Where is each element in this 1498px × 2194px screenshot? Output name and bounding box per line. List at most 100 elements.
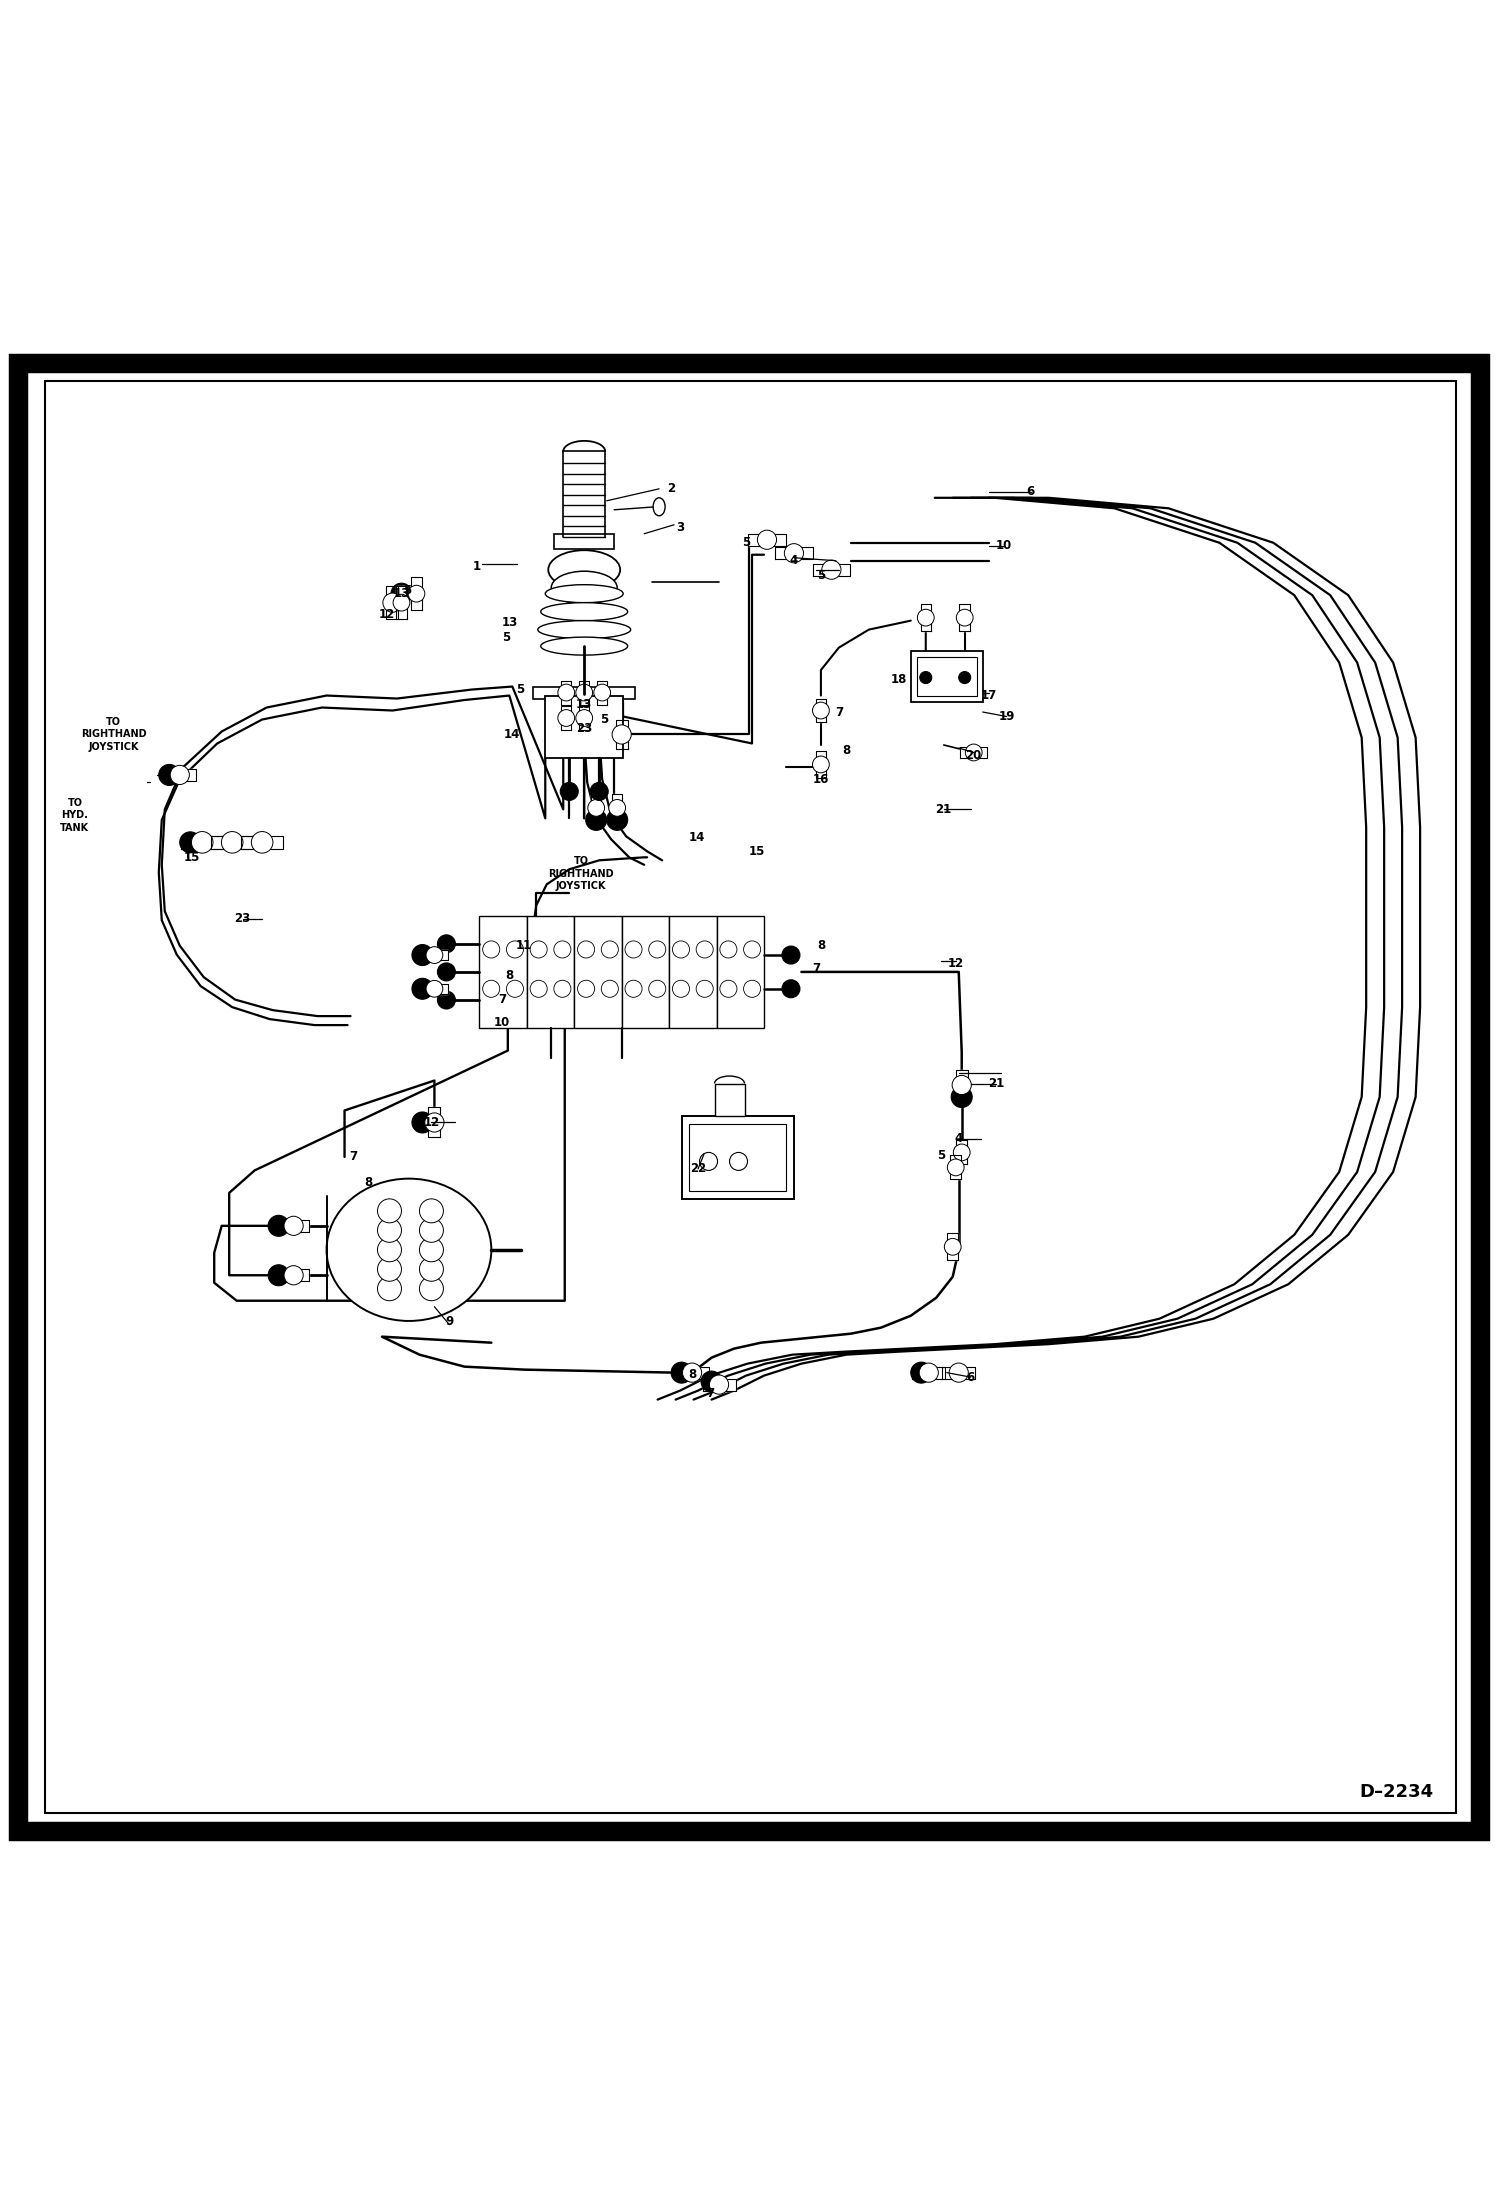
Polygon shape [211, 836, 253, 849]
Polygon shape [960, 603, 971, 632]
Text: 7: 7 [706, 1387, 715, 1400]
Polygon shape [560, 706, 571, 731]
Polygon shape [912, 1367, 945, 1378]
Text: 5: 5 [816, 568, 825, 581]
Polygon shape [578, 706, 590, 731]
Text: 7: 7 [349, 1150, 358, 1163]
Polygon shape [920, 603, 930, 632]
Text: 5: 5 [599, 713, 608, 726]
Ellipse shape [557, 709, 575, 726]
Bar [574, 915, 622, 1029]
Ellipse shape [920, 1362, 938, 1382]
Text: 17: 17 [981, 689, 996, 702]
Circle shape [673, 941, 689, 959]
Circle shape [377, 1218, 401, 1242]
Bar [682, 1117, 794, 1198]
Text: 7: 7 [497, 994, 506, 1007]
Ellipse shape [710, 1376, 728, 1393]
Circle shape [700, 1152, 718, 1169]
Circle shape [482, 981, 500, 998]
Bar [622, 915, 670, 1029]
Ellipse shape [545, 584, 623, 603]
Text: 8: 8 [688, 1367, 697, 1380]
Ellipse shape [425, 1112, 443, 1132]
Polygon shape [386, 586, 398, 619]
Circle shape [419, 1237, 443, 1262]
Text: 8: 8 [505, 970, 514, 983]
Polygon shape [279, 1270, 309, 1281]
Circle shape [601, 941, 619, 959]
Circle shape [180, 832, 201, 853]
Circle shape [721, 981, 737, 998]
Text: 16: 16 [813, 772, 828, 785]
Circle shape [911, 1362, 932, 1382]
Ellipse shape [392, 595, 410, 612]
Polygon shape [596, 680, 608, 704]
Ellipse shape [587, 799, 605, 816]
Bar [715, 1084, 745, 1117]
Circle shape [412, 1112, 433, 1132]
Ellipse shape [965, 744, 983, 761]
Circle shape [649, 941, 665, 959]
Text: 11: 11 [517, 939, 532, 952]
Text: 5: 5 [936, 1150, 945, 1163]
Circle shape [412, 946, 433, 965]
Ellipse shape [758, 531, 776, 548]
Circle shape [437, 935, 455, 952]
Text: D–2234: D–2234 [1359, 1784, 1434, 1801]
Text: 5: 5 [502, 630, 511, 643]
Polygon shape [279, 1220, 309, 1231]
Polygon shape [590, 794, 601, 821]
Ellipse shape [575, 685, 593, 700]
Polygon shape [948, 1233, 959, 1259]
Text: 6: 6 [1026, 485, 1035, 498]
Circle shape [625, 981, 643, 998]
Text: 14: 14 [689, 832, 704, 845]
Ellipse shape [812, 702, 830, 720]
Text: 5: 5 [403, 584, 412, 597]
Polygon shape [395, 586, 407, 619]
Bar [545, 695, 623, 759]
Ellipse shape [953, 1143, 971, 1161]
Polygon shape [163, 768, 196, 781]
Text: 12: 12 [424, 1117, 439, 1130]
Circle shape [574, 689, 595, 711]
Polygon shape [703, 1378, 736, 1391]
Circle shape [419, 1218, 443, 1242]
Circle shape [701, 1371, 722, 1393]
Text: 5: 5 [742, 535, 750, 548]
Ellipse shape [575, 709, 593, 726]
Circle shape [377, 1237, 401, 1262]
Circle shape [649, 981, 665, 998]
Text: 13: 13 [577, 698, 592, 711]
Polygon shape [816, 698, 827, 722]
Ellipse shape [383, 592, 401, 612]
Circle shape [556, 713, 577, 733]
Text: 10: 10 [494, 1016, 509, 1029]
Circle shape [625, 941, 643, 959]
Ellipse shape [653, 498, 665, 516]
Circle shape [556, 731, 577, 750]
Circle shape [671, 1362, 692, 1382]
Polygon shape [428, 1108, 440, 1136]
Circle shape [419, 1277, 443, 1301]
Circle shape [782, 981, 800, 998]
Ellipse shape [551, 570, 617, 603]
Circle shape [377, 1257, 401, 1281]
Text: 8: 8 [816, 939, 825, 952]
Text: 13: 13 [502, 617, 517, 630]
Ellipse shape [917, 610, 935, 625]
Circle shape [377, 1277, 401, 1301]
Circle shape [391, 584, 412, 603]
Text: TO
RIGHTHAND
JOYSTICK: TO RIGHTHAND JOYSTICK [81, 717, 147, 753]
Circle shape [574, 731, 595, 750]
Text: TO
RIGHTHAND
JOYSTICK: TO RIGHTHAND JOYSTICK [548, 856, 614, 891]
Ellipse shape [593, 685, 611, 700]
Circle shape [437, 963, 455, 981]
Circle shape [412, 979, 433, 998]
Circle shape [920, 671, 932, 685]
Bar [479, 915, 527, 1029]
Circle shape [697, 941, 713, 959]
Polygon shape [960, 748, 987, 757]
Ellipse shape [947, 1158, 965, 1176]
